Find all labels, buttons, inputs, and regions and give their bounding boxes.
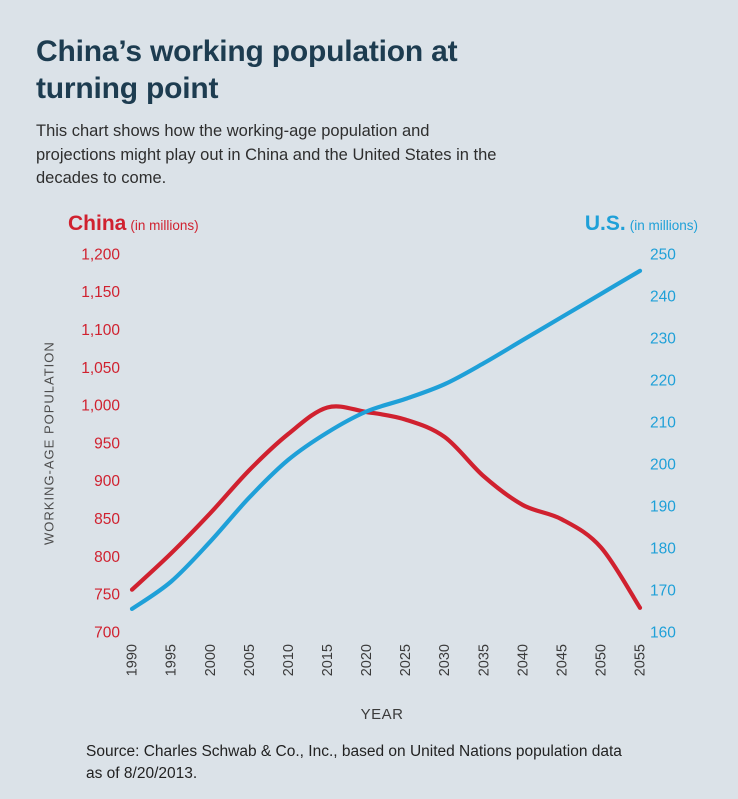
x-axis-tick-label: 2055 [633, 644, 649, 676]
left-axis-tick-label: 1,150 [81, 285, 120, 302]
left-axis-title: WORKING-AGE POPULATION [41, 341, 57, 546]
series-line-us [129, 269, 643, 612]
chart-canvas: 700 750 800 850 900 950 1,000 1,050 1,100 1,150 1,… [81, 247, 676, 677]
x-axis-title: YEAR [360, 706, 404, 724]
right-axis-tick-label: 200 [650, 457, 676, 474]
x-axis-tick-label: 2035 [476, 644, 492, 676]
page-title: China’s working population at turning po… [36, 35, 458, 105]
left-axis-tick-label: 1,200 [81, 247, 120, 264]
right-axis-tick-label: 240 [650, 289, 676, 306]
right-axis-tick-label: 160 [650, 625, 676, 642]
x-axis-tick-label: 1995 [164, 644, 180, 676]
right-axis-tick-label: 180 [650, 541, 676, 558]
china-legend-units: (in millions) [130, 218, 199, 234]
left-axis-tick-label: 750 [94, 587, 120, 604]
chart-subtitle: This chart shows how the working-age pop… [36, 122, 497, 188]
left-axis-tick-label: 900 [94, 474, 120, 491]
left-axis-tick-label: 850 [94, 511, 120, 528]
x-axis-tick-label: 2050 [594, 644, 610, 676]
x-axis-tick-label: 2040 [515, 644, 531, 676]
x-axis-tick-label: 2025 [398, 644, 414, 676]
axis-headers: China (in millions) U.S. (in millions) [36, 212, 702, 236]
right-axis-tick-label: 250 [650, 247, 676, 264]
left-axis-tick-label: 800 [94, 549, 120, 566]
chart-region: WORKING-AGE POPULATION 700 750 800 850 900 95… [36, 240, 702, 724]
left-axis-tick-label: 1,050 [81, 360, 120, 377]
right-axis-tick-label: 190 [650, 499, 676, 516]
right-axis-tick-label: 210 [650, 415, 676, 432]
left-axis-tick-label: 700 [94, 625, 120, 642]
series-line-china [129, 404, 643, 611]
x-axis-tick-label: 2020 [359, 644, 375, 676]
x-axis-tick-label: 2005 [242, 644, 258, 676]
x-axis-tick-label: 2000 [203, 644, 219, 676]
us-legend: U.S. (in millions) [585, 212, 698, 236]
x-axis-tick-label: 2045 [554, 644, 570, 676]
x-axis-tick-label: 2010 [281, 644, 297, 676]
left-axis-tick-label: 1,100 [81, 322, 120, 339]
right-axis-tick-label: 220 [650, 373, 676, 390]
left-axis-tick-label: 1,000 [81, 398, 120, 415]
source-note: Source: Charles Schwab & Co., Inc., base… [86, 743, 622, 783]
x-axis-tick-label: 1990 [125, 644, 141, 676]
left-axis-tick-label: 950 [94, 436, 120, 453]
china-legend-label: China [68, 212, 127, 236]
us-legend-label: U.S. [584, 212, 626, 236]
x-axis-tick-label: 2015 [320, 644, 336, 676]
right-axis-tick-label: 230 [650, 331, 676, 348]
us-legend-units: (in millions) [629, 218, 698, 234]
right-axis-tick-label: 170 [650, 583, 676, 600]
x-axis-tick-label: 2030 [437, 644, 453, 676]
china-legend: China (in millions) [68, 212, 199, 236]
